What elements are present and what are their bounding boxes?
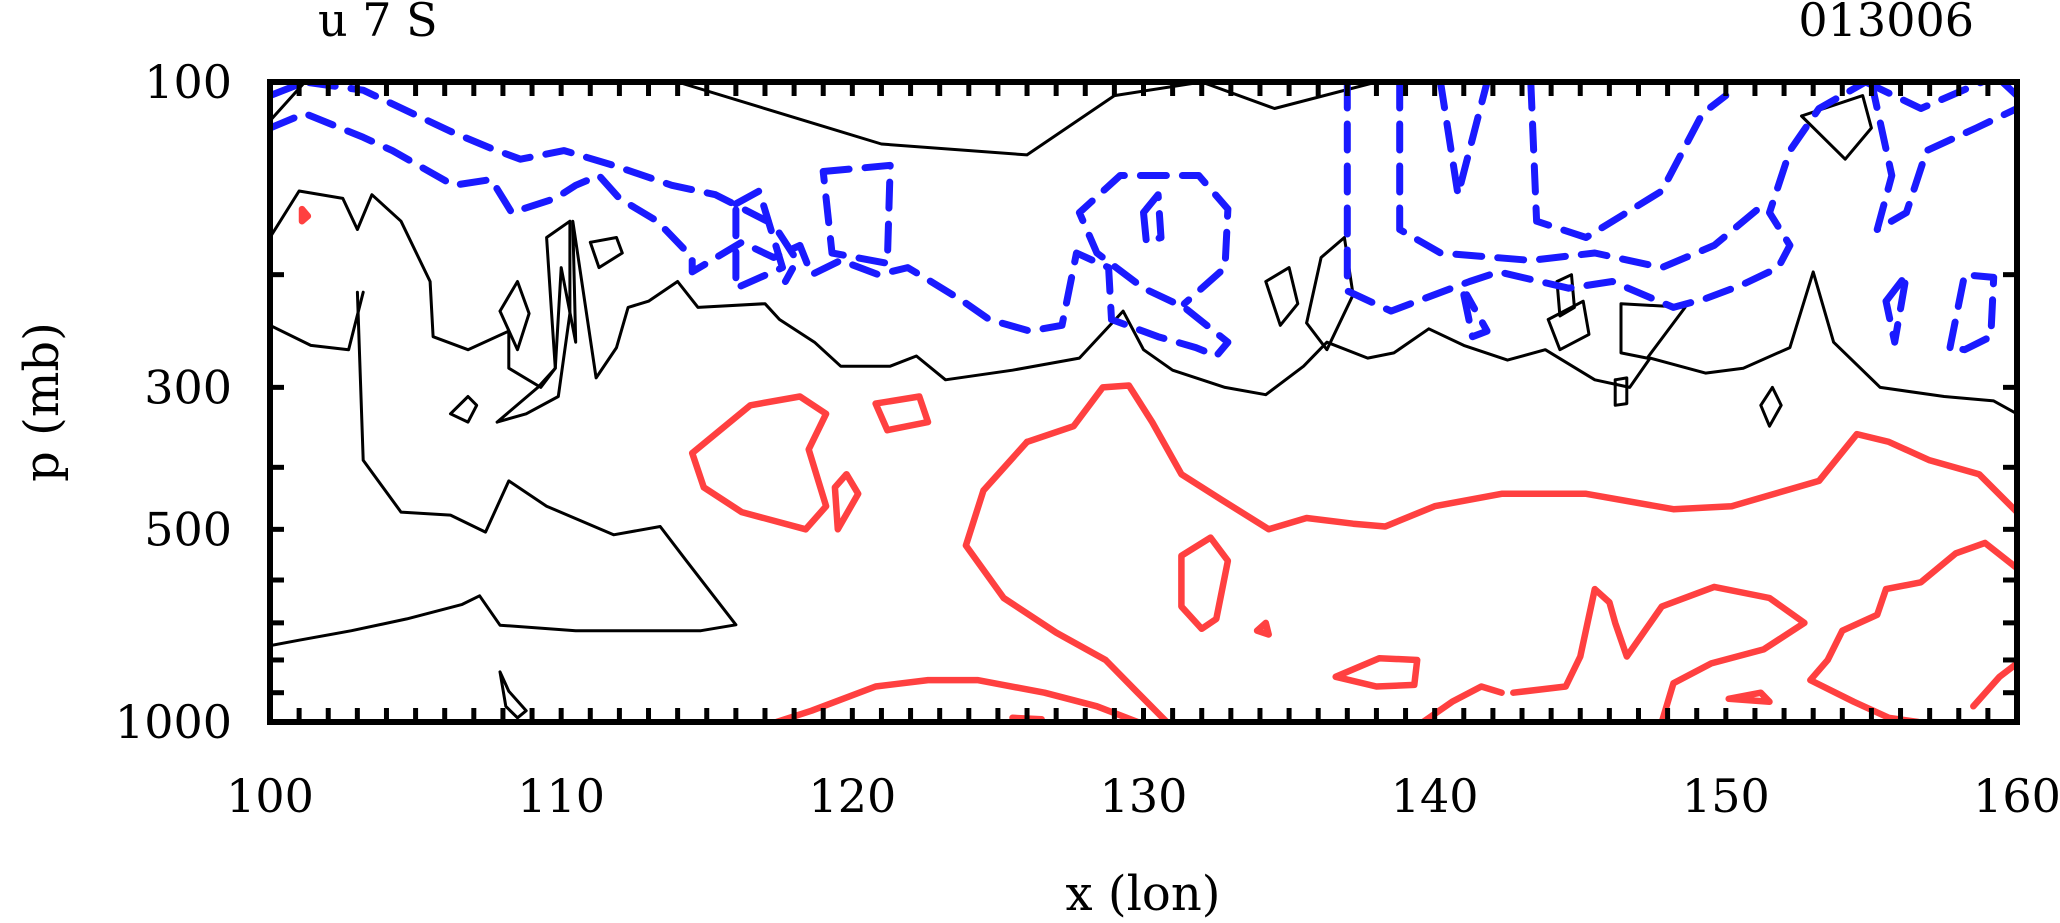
- minor-ticks: [270, 82, 2017, 722]
- negative-contour-2: [732, 187, 786, 292]
- chart-title-left: u 7 S: [318, 0, 438, 47]
- zero-contour-1: [270, 290, 738, 648]
- negative-contour-12: [1882, 271, 1910, 346]
- zero-contour-3: [449, 395, 479, 424]
- positive-contour-6: [962, 438, 1171, 722]
- positive-contour-14: [1419, 683, 1505, 722]
- positive-contour-12: [1725, 689, 1773, 706]
- x-tick-label: 110: [517, 769, 605, 823]
- positive-contour-13: [1970, 660, 2017, 710]
- zero-contour-11: [1619, 302, 1687, 360]
- zero-contour-0: [270, 189, 2017, 416]
- zero-contour-5: [588, 236, 624, 270]
- y-tick-label: 300: [144, 360, 232, 414]
- contour-lines: [270, 82, 2017, 722]
- x-tick-label: 160: [1973, 769, 2060, 823]
- negative-contour-3: [819, 161, 894, 267]
- y-tick-label: 100: [144, 55, 232, 109]
- negative-contour-13: [1946, 271, 1998, 354]
- positive-contour-2: [831, 470, 862, 533]
- y-tick-label: 500: [144, 502, 232, 556]
- negative-contour-0: [270, 110, 1232, 360]
- y-tick-label: 1000: [115, 695, 232, 749]
- negative-contour-8: [1437, 82, 1491, 199]
- positive-contour-8: [1253, 619, 1272, 638]
- positive-contour-7: [1178, 534, 1232, 633]
- zero-contour-4: [495, 219, 572, 424]
- zero-contour-10: [1546, 299, 1591, 352]
- zero-contour-2: [270, 290, 365, 352]
- negative-contour-10: [1867, 82, 2017, 233]
- negative-contour-6: [1460, 291, 1491, 341]
- zero-contour-16: [270, 82, 1378, 157]
- x-axis-title: x (lon): [1066, 866, 1221, 922]
- positive-contour-9: [1332, 654, 1421, 690]
- positive-contour-3: [773, 676, 1141, 722]
- negative-contour-7: [1396, 82, 1762, 272]
- positive-contour-15: [298, 205, 312, 225]
- zero-contour-14: [498, 670, 528, 720]
- chart-title-right: 013006: [1798, 0, 1974, 47]
- negative-contour-1: [270, 82, 801, 285]
- zero-contour-7: [1264, 266, 1300, 327]
- negative-contour-4: [1140, 191, 1165, 246]
- x-tick-label: 130: [1100, 769, 1188, 823]
- x-tick-label: 150: [1682, 769, 1770, 823]
- zero-contour-12: [1613, 376, 1629, 407]
- x-tick-label: 100: [226, 769, 314, 823]
- zero-contour-6: [498, 280, 531, 352]
- positive-contour-0: [688, 393, 830, 533]
- positive-contour-5: [1023, 382, 2017, 533]
- positive-contour-11: [1807, 539, 2017, 722]
- negative-contour-11: [1862, 82, 1986, 112]
- negative-contour-5: [1343, 82, 1870, 315]
- y-axis-title: p (mb): [14, 322, 70, 482]
- x-tick-label: 120: [808, 769, 896, 823]
- zero-contour-15: [1800, 94, 1873, 161]
- negative-contour-9: [1527, 82, 1730, 241]
- x-tick-labels: 100 110 120 130 140 150 160: [226, 769, 2060, 823]
- positive-contour-10: [1510, 583, 1808, 722]
- x-tick-label: 140: [1391, 769, 1479, 823]
- zero-contour-13: [1759, 385, 1783, 428]
- y-tick-labels: 100 300 500 1000: [115, 55, 232, 749]
- positive-contour-1: [872, 393, 932, 434]
